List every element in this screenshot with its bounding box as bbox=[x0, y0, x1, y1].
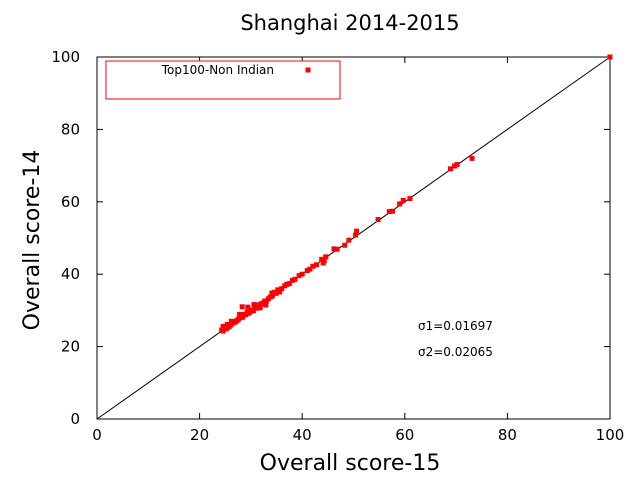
y-axis-title: Overall score-14 bbox=[20, 150, 45, 331]
data-point bbox=[386, 209, 392, 215]
data-point bbox=[224, 322, 230, 328]
y-tick-label: 40 bbox=[61, 265, 80, 283]
sigma1-annotation: σ1=0.01697 bbox=[418, 319, 493, 333]
data-point bbox=[263, 302, 269, 308]
data-point bbox=[219, 327, 225, 333]
data-point bbox=[334, 246, 340, 252]
chart-title: Shanghai 2014-2015 bbox=[240, 11, 459, 35]
data-point bbox=[354, 228, 360, 234]
axis-tick-labels: 0 20 40 60 80 100 0 20 40 60 80 100 bbox=[51, 48, 624, 444]
data-point bbox=[296, 273, 302, 279]
data-point bbox=[375, 217, 381, 223]
data-point bbox=[244, 309, 250, 315]
data-point bbox=[271, 289, 277, 295]
data-point bbox=[454, 162, 460, 168]
x-tick-label: 60 bbox=[395, 426, 414, 444]
data-point bbox=[289, 277, 295, 283]
data-point bbox=[286, 281, 292, 287]
y-tick-label: 0 bbox=[70, 410, 80, 428]
data-point bbox=[319, 256, 325, 262]
y-tick-label: 60 bbox=[61, 193, 80, 211]
data-point bbox=[220, 323, 226, 329]
data-point bbox=[279, 286, 285, 292]
data-point bbox=[292, 276, 298, 282]
x-tick-label: 40 bbox=[293, 426, 312, 444]
scatter-points bbox=[219, 54, 613, 334]
legend: Top100-Non Indian bbox=[105, 60, 341, 100]
data-point bbox=[353, 232, 359, 238]
plot-frame bbox=[96, 56, 611, 420]
y-tick-label: 100 bbox=[51, 48, 80, 66]
data-point bbox=[323, 254, 329, 260]
x-tick-label: 0 bbox=[92, 426, 102, 444]
data-point bbox=[407, 196, 413, 202]
y-tick-label: 20 bbox=[61, 338, 80, 356]
data-point bbox=[314, 262, 320, 268]
x-tick-label: 100 bbox=[596, 426, 625, 444]
data-point bbox=[237, 311, 243, 317]
data-point bbox=[299, 271, 305, 277]
x-tick-label: 20 bbox=[190, 426, 209, 444]
data-point bbox=[228, 318, 234, 324]
data-point bbox=[607, 54, 613, 60]
data-point bbox=[245, 304, 251, 310]
x-axis-title: Overall score-15 bbox=[260, 451, 441, 476]
data-point bbox=[400, 197, 406, 203]
data-point bbox=[257, 305, 263, 311]
data-point bbox=[310, 263, 316, 269]
data-point bbox=[397, 201, 403, 207]
data-point bbox=[269, 290, 275, 296]
data-point bbox=[275, 287, 281, 293]
data-point bbox=[304, 268, 310, 274]
y-tick-label: 80 bbox=[61, 120, 80, 138]
data-point bbox=[307, 266, 313, 272]
data-point bbox=[282, 283, 288, 289]
data-point bbox=[239, 304, 245, 310]
data-point bbox=[469, 155, 475, 161]
data-point bbox=[346, 237, 352, 243]
x-tick-label: 80 bbox=[498, 426, 517, 444]
data-point bbox=[320, 260, 326, 266]
legend-label: Top100-Non Indian bbox=[161, 63, 274, 77]
data-point bbox=[265, 296, 271, 302]
data-point bbox=[251, 302, 257, 308]
data-point bbox=[342, 242, 348, 248]
data-point bbox=[447, 166, 453, 172]
data-point bbox=[452, 163, 458, 169]
data-point bbox=[252, 304, 258, 310]
sigma2-annotation: σ2=0.02065 bbox=[418, 345, 493, 359]
data-point bbox=[241, 311, 247, 317]
data-point bbox=[331, 246, 337, 252]
identity-reference-line bbox=[96, 56, 611, 420]
data-point bbox=[255, 302, 261, 308]
legend-marker bbox=[305, 67, 311, 73]
data-point bbox=[389, 208, 395, 214]
legend-box bbox=[105, 60, 341, 100]
